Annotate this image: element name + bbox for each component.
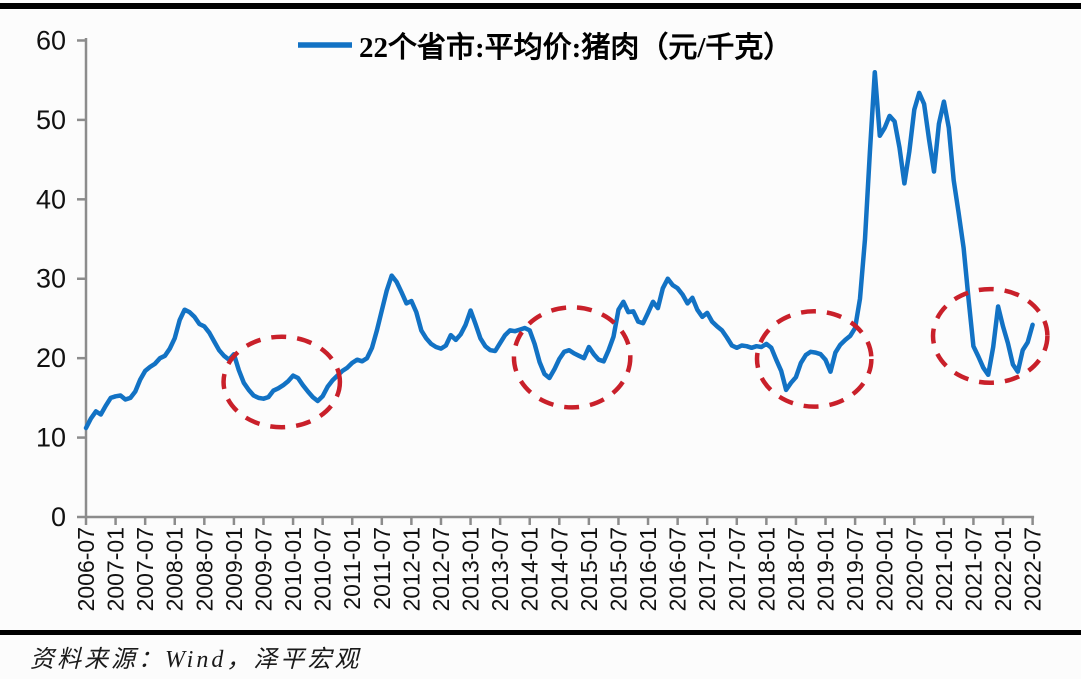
x-tick-label: 2020-01 xyxy=(872,527,898,611)
trough-ellipse xyxy=(754,309,874,409)
y-tick-label: 40 xyxy=(36,184,66,214)
y-tick-label: 10 xyxy=(36,423,66,453)
source-note: 资料来源：Wind，泽平宏观 xyxy=(30,647,362,673)
x-tick-label: 2022-01 xyxy=(990,527,1016,611)
x-tick-label: 2017-01 xyxy=(694,527,720,611)
x-tick-label: 2012-01 xyxy=(398,527,424,611)
x-tick-label: 2013-07 xyxy=(487,527,513,611)
bottom-border-rule xyxy=(0,630,1081,635)
x-tick-label: 2010-01 xyxy=(280,527,306,611)
x-tick-label: 2018-01 xyxy=(753,527,779,611)
legend: 22个省市:平均价:猪肉（元/千克） xyxy=(298,30,792,64)
x-tick-label: 2019-01 xyxy=(813,527,839,611)
y-tick-label: 30 xyxy=(36,264,66,294)
trough-ellipse xyxy=(511,305,633,410)
x-tick-label: 2010-07 xyxy=(310,527,336,611)
trough-ellipse xyxy=(930,286,1050,386)
x-tick-label: 2016-07 xyxy=(665,527,691,611)
x-tick-label: 2022-07 xyxy=(1020,527,1046,611)
x-tick-label: 2021-07 xyxy=(960,527,986,611)
price-line xyxy=(83,69,1035,431)
x-tick-label: 2017-07 xyxy=(724,527,750,611)
y-tick-label: 20 xyxy=(36,343,66,373)
trough-ellipse xyxy=(221,334,343,430)
legend-label: 22个省市:平均价:猪肉（元/千克） xyxy=(359,30,792,64)
x-tick-label: 2008-01 xyxy=(162,527,188,611)
x-tick-label: 2014-07 xyxy=(546,527,572,611)
x-tick-label: 2015-07 xyxy=(605,527,631,611)
y-tick-label: 50 xyxy=(36,105,66,135)
x-tick-label: 2006-07 xyxy=(73,527,99,611)
x-tick-label: 2015-01 xyxy=(576,527,602,611)
x-tick-label: 2021-01 xyxy=(931,527,957,611)
x-tick-label: 2019-07 xyxy=(842,527,868,611)
x-tick-label: 2012-07 xyxy=(428,527,454,611)
price-line-series xyxy=(83,69,1035,431)
x-tick-label: 2016-01 xyxy=(635,527,661,611)
top-border-rule xyxy=(0,3,1081,9)
x-tick-label: 2011-07 xyxy=(369,527,395,610)
x-tick-label: 2011-01 xyxy=(339,527,365,610)
x-tick-label: 2018-07 xyxy=(783,527,809,611)
trough-circle-annotations xyxy=(221,286,1050,430)
x-tick-label: 2014-01 xyxy=(517,527,543,611)
y-tick-label: 60 xyxy=(36,25,66,55)
x-tick-label: 2009-01 xyxy=(221,527,247,611)
x-tick-label: 2008-07 xyxy=(191,527,217,611)
y-tick-label: 0 xyxy=(51,502,66,532)
x-tick-label: 2009-07 xyxy=(250,527,276,611)
x-tick-label: 2020-07 xyxy=(901,527,927,611)
x-tick-label: 2013-01 xyxy=(458,527,484,611)
x-tick-label: 2007-01 xyxy=(103,527,129,611)
x-tick-label: 2007-07 xyxy=(132,527,158,611)
